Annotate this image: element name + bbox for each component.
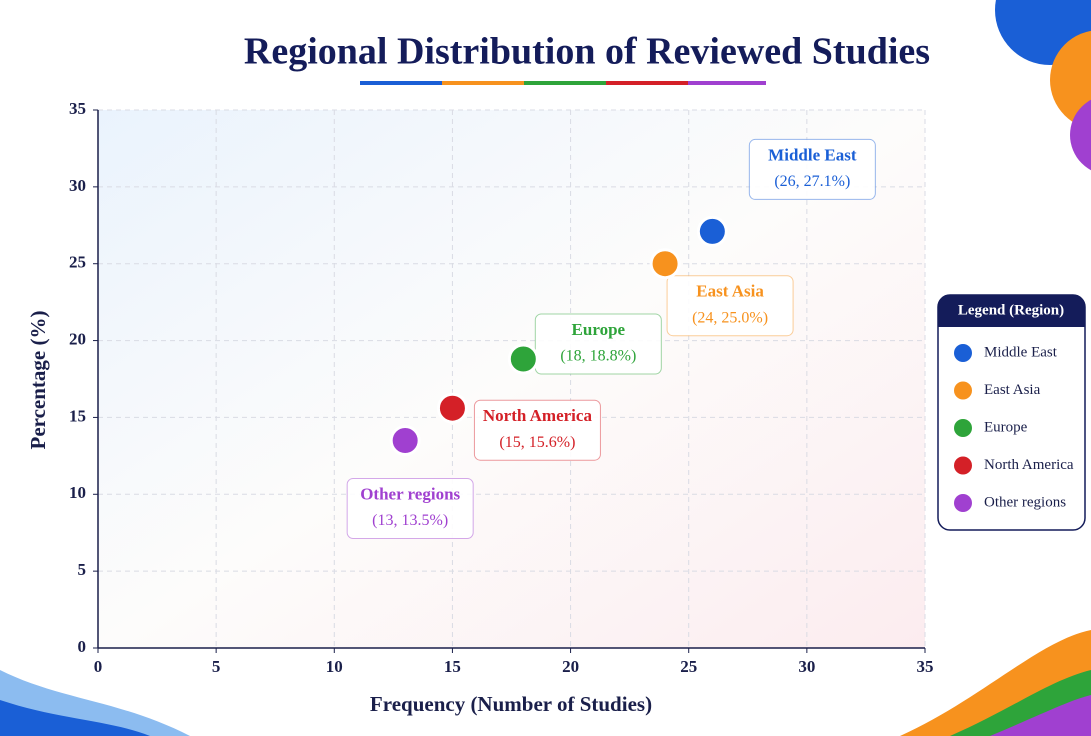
page: {"chart_data":{"type":"scatter","title":… bbox=[0, 0, 1091, 736]
data-label: (13, 13.5%) bbox=[372, 512, 448, 529]
x-tick-label: 0 bbox=[94, 657, 103, 676]
legend-label: Middle East bbox=[984, 344, 1058, 360]
decoration bbox=[360, 81, 442, 85]
legend-label: Europe bbox=[984, 419, 1028, 435]
annotation-name: North America bbox=[483, 406, 593, 425]
data-label: (15, 15.6%) bbox=[499, 434, 575, 451]
y-tick-label: 20 bbox=[69, 329, 86, 348]
legend-label: North America bbox=[984, 457, 1074, 473]
legend-swatch bbox=[954, 457, 972, 475]
decoration bbox=[442, 81, 524, 85]
x-axis-label: Frequency (Number of Studies) bbox=[370, 692, 652, 716]
point bbox=[391, 426, 419, 454]
y-tick-label: 35 bbox=[69, 99, 86, 118]
legend-label: Other regions bbox=[984, 494, 1066, 510]
y-tick-label: 10 bbox=[69, 483, 86, 502]
data-label: (24, 25.0%) bbox=[692, 309, 768, 326]
x-tick-label: 30 bbox=[798, 657, 815, 676]
point bbox=[509, 345, 537, 373]
legend-swatch bbox=[954, 344, 972, 362]
legend-swatch bbox=[954, 419, 972, 437]
point bbox=[698, 217, 726, 245]
decoration bbox=[606, 81, 688, 85]
data-label: (26, 27.1%) bbox=[774, 173, 850, 190]
chart-title: Regional Distribution of Reviewed Studie… bbox=[244, 31, 930, 73]
y-tick-label: 30 bbox=[69, 176, 86, 195]
decoration bbox=[524, 81, 606, 85]
annotation-name: East Asia bbox=[696, 282, 764, 301]
legend-title: Legend (Region) bbox=[958, 302, 1064, 318]
point bbox=[438, 394, 466, 422]
point bbox=[651, 250, 679, 278]
x-tick-label: 35 bbox=[917, 657, 934, 676]
decoration bbox=[688, 81, 766, 85]
x-tick-label: 25 bbox=[680, 657, 697, 676]
legend-swatch bbox=[954, 494, 972, 512]
y-tick-label: 15 bbox=[69, 406, 86, 425]
x-tick-label: 15 bbox=[444, 657, 461, 676]
data-label: (18, 18.8%) bbox=[560, 348, 636, 365]
x-tick-label: 20 bbox=[562, 657, 579, 676]
chart: Regional Distribution of Reviewed Studie… bbox=[0, 0, 1091, 736]
legend-swatch bbox=[954, 382, 972, 400]
annotation-name: Middle East bbox=[768, 145, 857, 164]
y-tick-label: 5 bbox=[78, 560, 87, 579]
y-tick-label: 25 bbox=[69, 253, 86, 272]
annotation-name: Europe bbox=[572, 320, 626, 339]
legend-label: East Asia bbox=[984, 382, 1041, 398]
legend: Legend (Region) Middle East East Asia Euro… bbox=[938, 295, 1085, 530]
x-tick-label: 5 bbox=[212, 657, 221, 676]
annotation-name: Other regions bbox=[360, 484, 460, 503]
y-axis-label: Percentage (%) bbox=[26, 311, 50, 450]
y-tick-label: 0 bbox=[78, 637, 87, 656]
x-tick-label: 10 bbox=[326, 657, 343, 676]
